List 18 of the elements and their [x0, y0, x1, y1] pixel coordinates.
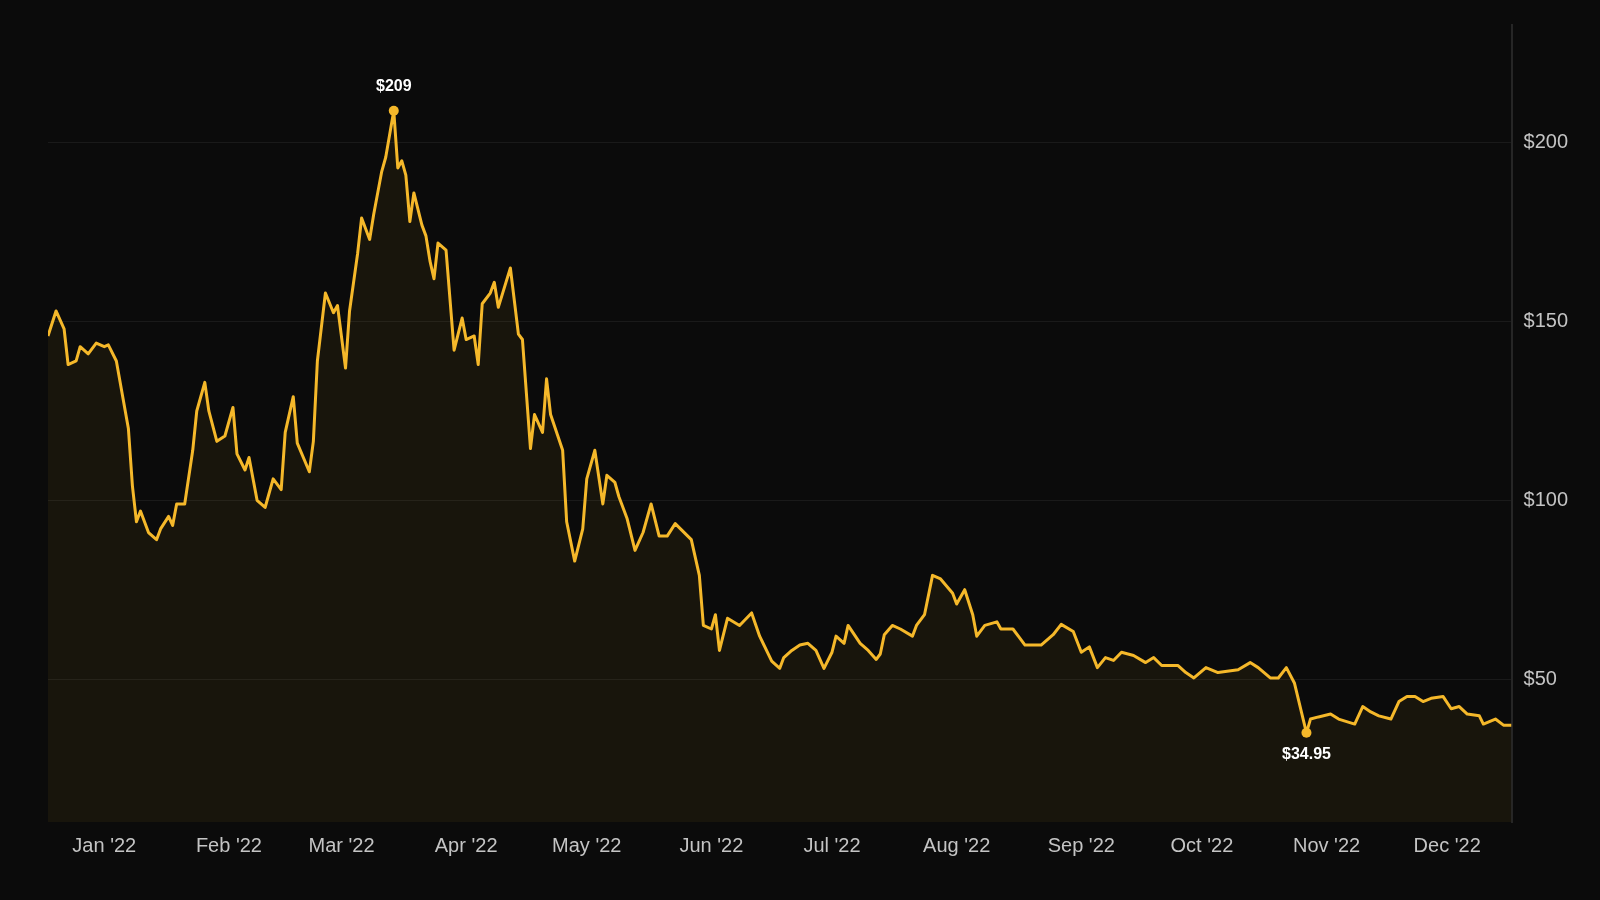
- x-tick-label: Oct '22: [1170, 833, 1234, 856]
- x-tick-label: Nov '22: [1292, 833, 1361, 856]
- x-tick-label: Apr '22: [434, 833, 498, 856]
- x-tick-label: May '22: [552, 833, 622, 856]
- x-tick-label: Feb '22: [195, 833, 262, 856]
- x-tick-label: Jul '22: [803, 833, 861, 856]
- y-tick-label: $150: [1523, 309, 1569, 332]
- annotation: $209: [375, 77, 412, 95]
- y-tick-label: $50: [1523, 666, 1557, 689]
- x-tick-label: Sep '22: [1047, 833, 1115, 856]
- annotation: $34.95: [1281, 745, 1332, 763]
- x-tick-label: Jan '22: [72, 833, 137, 856]
- y-tick-label: $200: [1523, 130, 1569, 153]
- x-tick-label: Mar '22: [308, 833, 375, 856]
- x-tick-label: Jun '22: [679, 833, 744, 856]
- x-tick-label: Dec '22: [1413, 833, 1481, 856]
- x-tick-label: Aug '22: [923, 833, 991, 856]
- y-tick-label: $100: [1523, 487, 1569, 510]
